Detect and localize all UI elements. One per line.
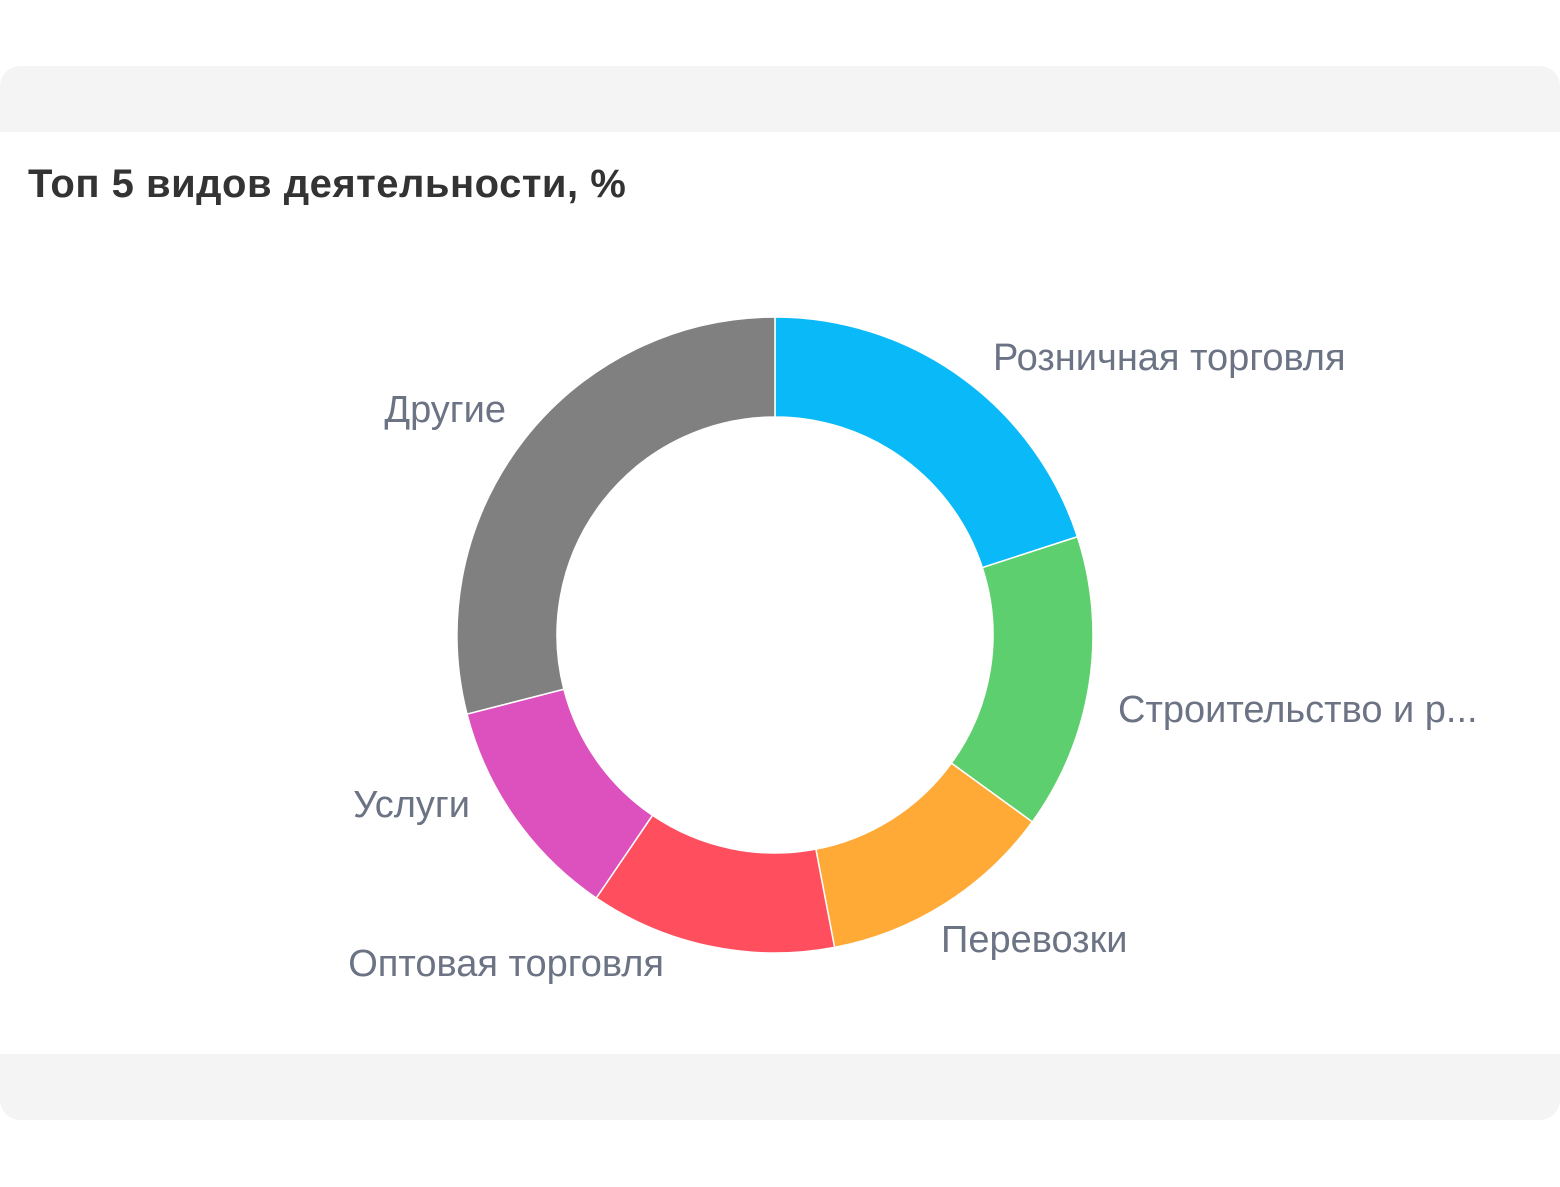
slice-6[interactable] xyxy=(456,316,776,715)
slice-labels: Розничная торговля Строительство и р... Пе… xyxy=(348,337,1477,985)
slice-label-6: Другие xyxy=(384,389,506,431)
donut-slices xyxy=(456,316,1094,954)
slice-label-5: Услуги xyxy=(353,784,470,826)
slice-label-2: Строительство и р... xyxy=(1118,689,1478,731)
slice-label-4: Оптовая торговля xyxy=(348,943,664,985)
slice-label-3: Перевозки xyxy=(941,919,1127,961)
chart-title: Топ 5 видов деятельности, % xyxy=(28,162,627,206)
card-header-band xyxy=(0,66,1560,132)
card-footer-band xyxy=(0,1054,1560,1120)
slice-label-1: Розничная торговля xyxy=(993,337,1346,379)
